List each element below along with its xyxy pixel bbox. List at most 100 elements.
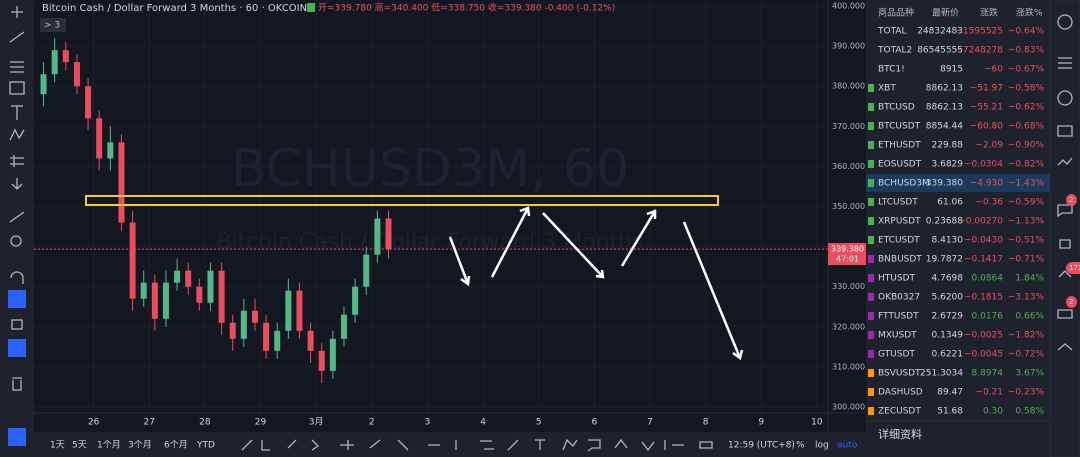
row-name[interactable]: OKB0327 xyxy=(878,293,920,303)
row-name[interactable]: LTCUSDT xyxy=(878,198,918,208)
row-change: 0.0176 xyxy=(972,312,1004,322)
candle xyxy=(218,262,225,335)
y-tick-label: 330.000 xyxy=(832,282,865,291)
candle-body xyxy=(51,50,58,75)
row-flag xyxy=(868,160,874,168)
row-flag xyxy=(868,388,874,396)
row-highlight xyxy=(866,174,1050,192)
row-price: 3.6829 xyxy=(932,160,964,170)
candle-body xyxy=(251,310,258,323)
row-price: 19.7872 xyxy=(926,255,963,265)
row-name[interactable]: MXUSDT xyxy=(878,331,917,341)
candle xyxy=(185,262,192,295)
row-price: 61.06 xyxy=(937,198,963,208)
y-tick-label: 310.000 xyxy=(832,362,865,371)
row-pct: −0.83% xyxy=(1008,46,1045,56)
row-name[interactable]: XRPUSDT xyxy=(878,217,921,227)
candle xyxy=(285,278,292,339)
row-name[interactable]: ETCUSDT xyxy=(878,236,920,246)
log-label[interactable]: log xyxy=(815,441,829,451)
row-name[interactable]: ETHUSDT xyxy=(878,141,921,151)
watermark: BCHUSD3M, 60 xyxy=(231,139,629,199)
candle-body xyxy=(274,330,281,351)
row-change: −0.0304 xyxy=(964,160,1003,170)
clock-label: 12:59 (UTC+8) xyxy=(728,441,795,451)
row-pct: −0.62% xyxy=(1008,103,1045,113)
row-name[interactable]: HTUSDT xyxy=(878,274,915,284)
row-name[interactable]: BTC1! xyxy=(878,65,905,75)
candle-body xyxy=(385,218,392,250)
row-name[interactable]: XBT xyxy=(878,84,896,94)
row-price: 0.6221 xyxy=(932,350,964,360)
auto-label[interactable]: auto xyxy=(837,441,858,451)
row-name[interactable]: BCHUSD3M xyxy=(878,179,930,189)
candle xyxy=(196,278,203,311)
column-header: 涨跌% xyxy=(1016,8,1043,19)
x-tick-label: 29 xyxy=(255,418,267,428)
row-name[interactable]: EOSUSDT xyxy=(878,160,922,170)
details-label[interactable]: 详细资料 xyxy=(878,427,922,441)
candle-body xyxy=(96,118,103,159)
row-change: −2.09 xyxy=(975,141,1003,151)
badge-label: 1713 xyxy=(1069,264,1080,272)
candle-body xyxy=(140,282,147,299)
row-name[interactable]: FTTUSDT xyxy=(878,312,919,322)
candle-body xyxy=(318,350,325,371)
row-pct: −0.82% xyxy=(1008,160,1045,170)
column-header: 涨跌 xyxy=(980,8,998,19)
row-name[interactable]: ZECUSDT xyxy=(878,407,921,417)
row-change: −0.00270 xyxy=(958,217,1003,227)
row-price: 8862.13 xyxy=(926,84,963,94)
row-pct: 0.58% xyxy=(1015,407,1044,417)
candle xyxy=(85,78,92,131)
badge xyxy=(1066,296,1077,308)
row-name[interactable]: BSVUSDT xyxy=(878,369,921,379)
candle xyxy=(263,314,270,359)
row-change: −0.36 xyxy=(975,198,1003,208)
x-tick-label: 3 xyxy=(425,418,431,428)
row-pct: −0.71% xyxy=(1008,255,1045,265)
range-button[interactable]: 1个月 xyxy=(97,440,121,451)
row-change: −60 xyxy=(984,65,1003,75)
range-button[interactable]: 1天 xyxy=(50,441,65,451)
row-name[interactable]: BTCUSD xyxy=(878,103,915,113)
row-name[interactable]: TOTAL xyxy=(877,27,907,37)
row-price: 51.68 xyxy=(937,407,963,417)
star-button[interactable] xyxy=(8,428,26,446)
collapse-button[interactable] xyxy=(40,18,66,32)
row-name[interactable]: BTCUSDT xyxy=(878,122,921,132)
row-price: 4.7698 xyxy=(932,274,964,284)
tool-icons[interactable] xyxy=(8,6,26,391)
row-pct: 3.67% xyxy=(1015,369,1044,379)
candle-body xyxy=(196,286,203,303)
candle-body xyxy=(340,314,347,339)
y-tick-label: 360.000 xyxy=(832,162,865,171)
y-tick-label: 400.000 xyxy=(832,2,865,11)
range-button[interactable]: 5天 xyxy=(72,441,87,451)
candle xyxy=(207,262,214,311)
row-pct: −0.64% xyxy=(1008,27,1045,37)
row-price: 5.6200 xyxy=(932,293,964,303)
candle xyxy=(296,282,303,339)
row-flag xyxy=(868,84,874,92)
percent-label[interactable]: % xyxy=(796,441,805,451)
candle xyxy=(352,278,359,323)
bottom-tools[interactable] xyxy=(241,438,713,452)
row-pct: −1.43% xyxy=(1008,179,1045,189)
range-button[interactable]: YTD xyxy=(196,441,215,451)
range-button[interactable]: 6个月 xyxy=(164,440,188,451)
left-toolbar xyxy=(0,0,34,457)
range-button[interactable]: 3个月 xyxy=(128,440,152,451)
candle-body xyxy=(85,86,92,119)
x-tick-label: 3月 xyxy=(309,417,324,428)
row-name[interactable]: TOTAL2 xyxy=(877,46,912,56)
row-name[interactable]: DASHUSD xyxy=(878,388,923,398)
row-flag xyxy=(868,236,874,244)
candle xyxy=(229,314,236,351)
row-name[interactable]: BNBUSDT xyxy=(878,255,922,265)
row-change: −0.1815 xyxy=(964,293,1003,303)
row-name[interactable]: GTUSDT xyxy=(878,350,915,360)
row-price: 24832483 xyxy=(917,27,963,37)
row-flag xyxy=(868,141,874,149)
